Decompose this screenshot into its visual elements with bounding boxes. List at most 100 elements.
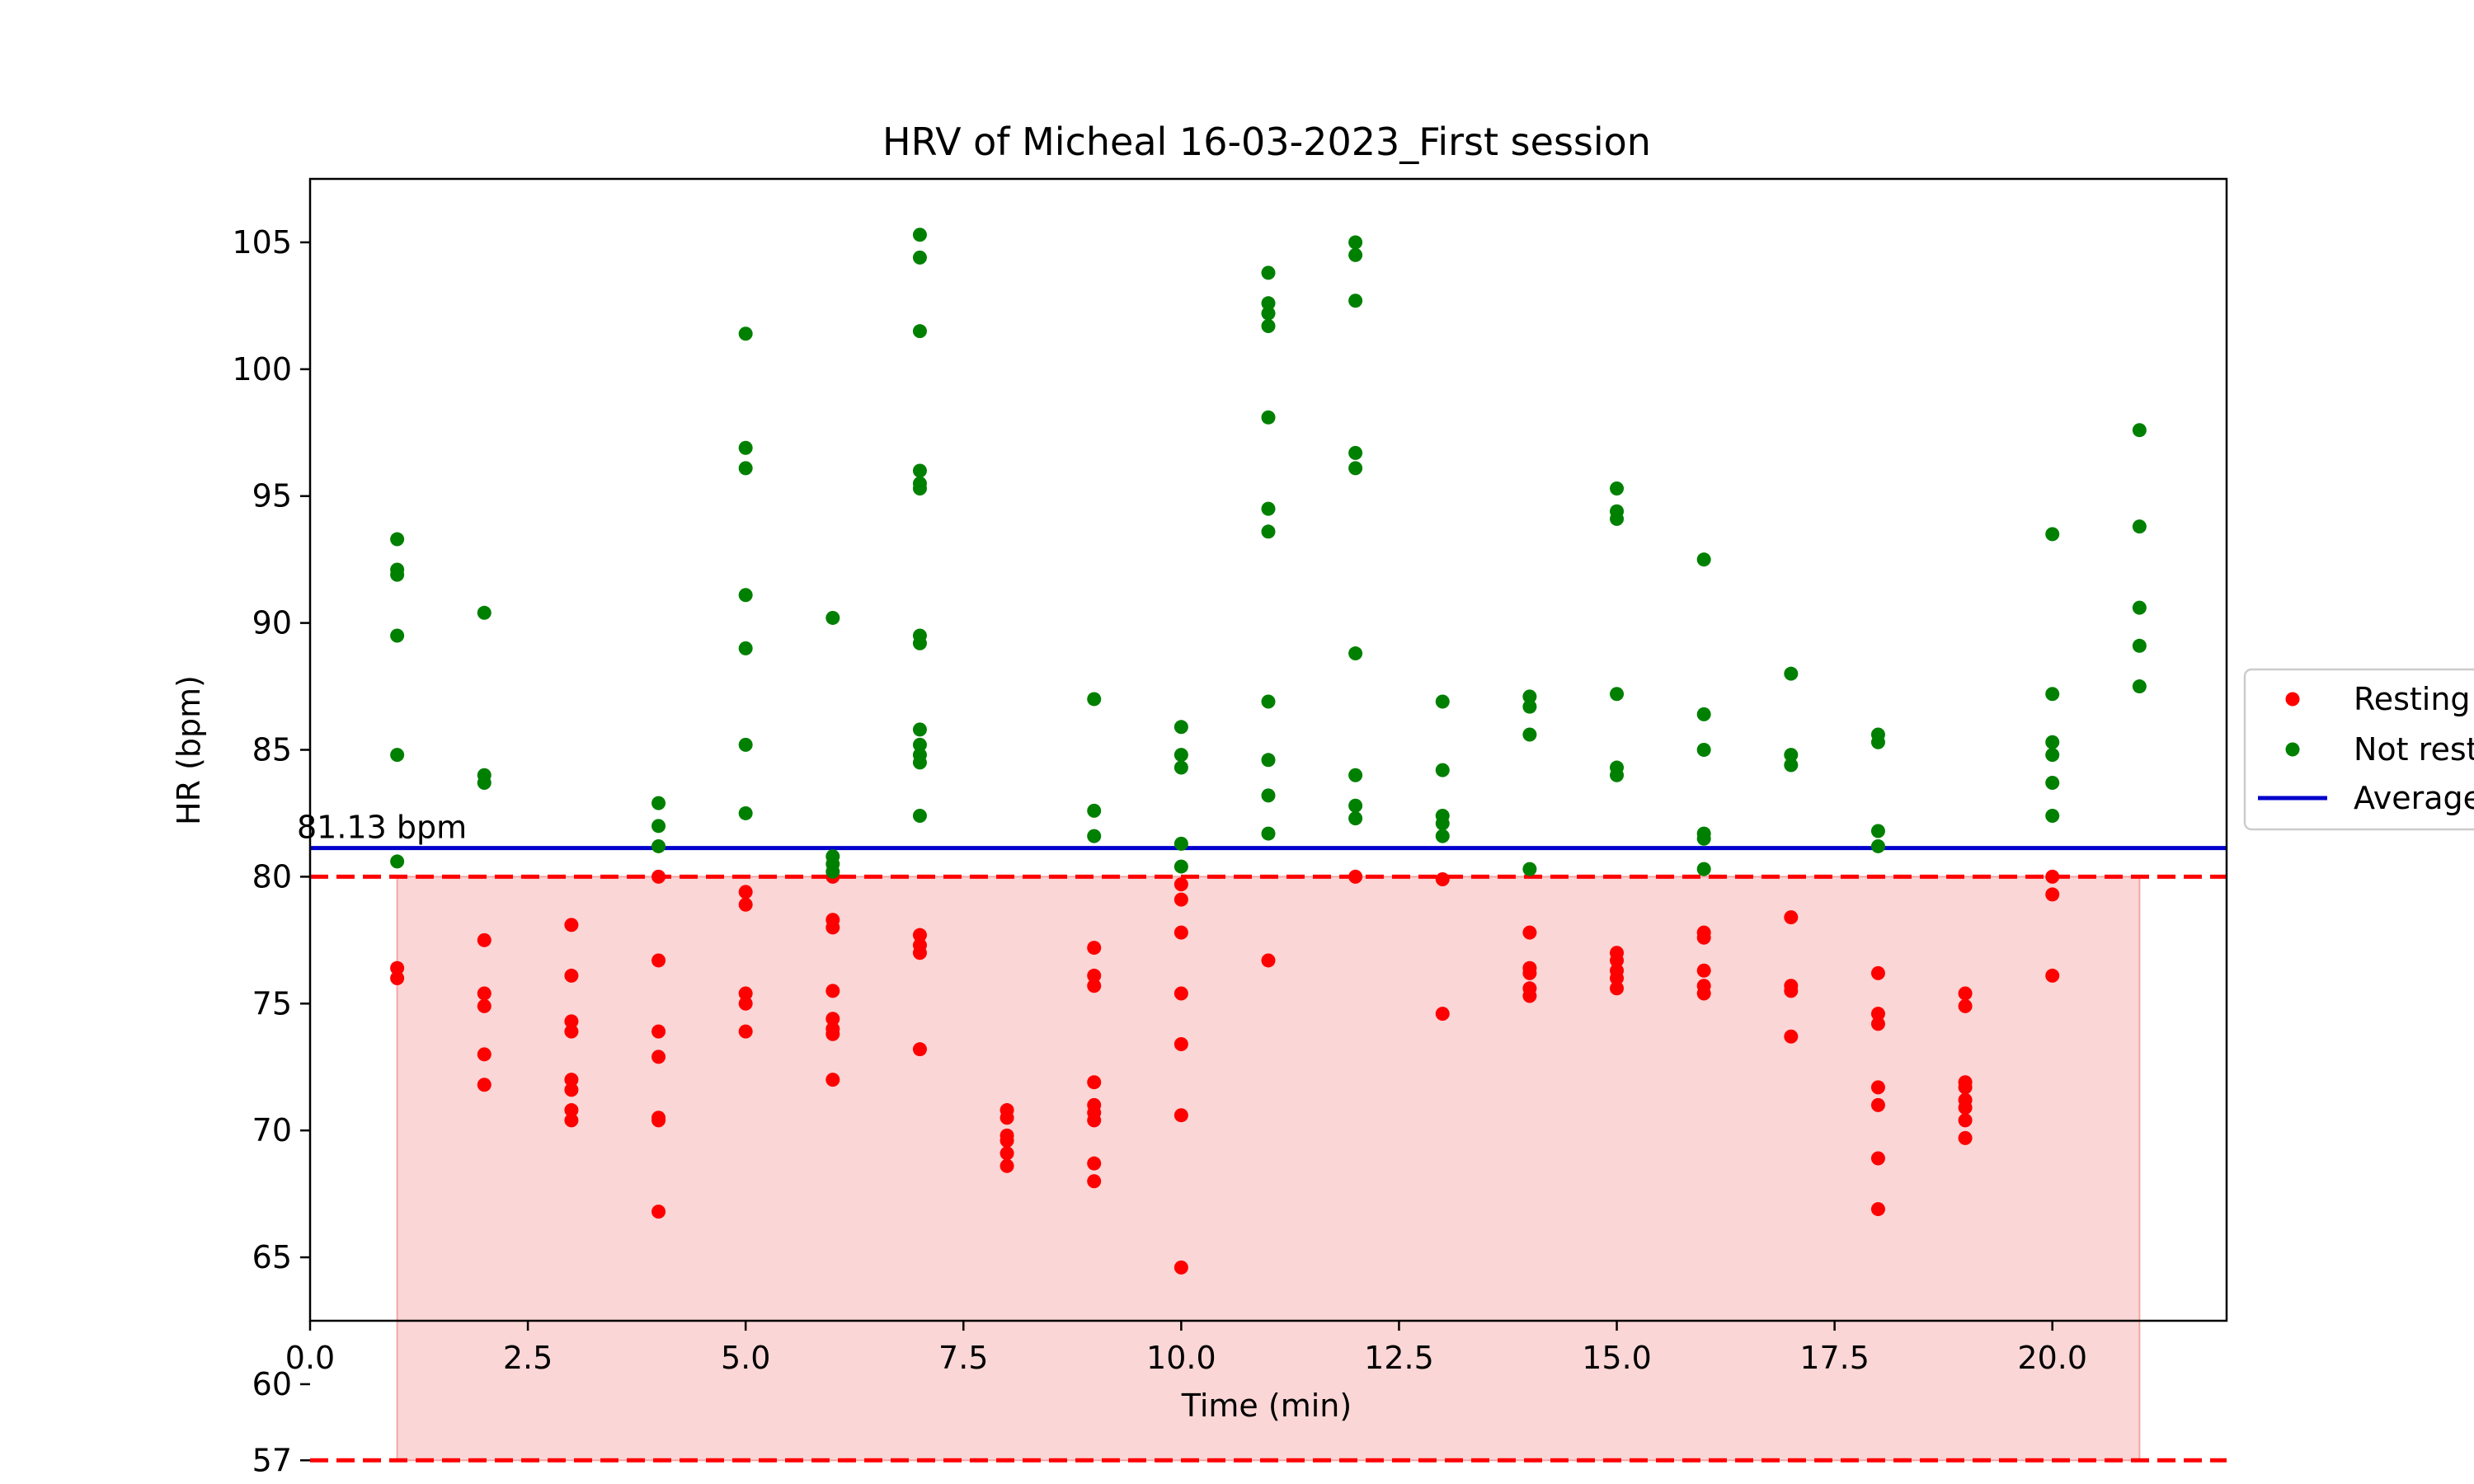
resting-point bbox=[1174, 1108, 1188, 1123]
not-resting-point bbox=[2132, 519, 2147, 534]
resting-point bbox=[1784, 984, 1799, 998]
resting-point bbox=[1087, 1174, 1102, 1189]
resting-point bbox=[1522, 925, 1537, 940]
y-tick-label: 70 bbox=[252, 1112, 292, 1148]
resting-point bbox=[825, 1073, 840, 1087]
not-resting-point bbox=[1174, 760, 1188, 775]
resting-point bbox=[912, 946, 927, 960]
not-resting-point bbox=[1174, 720, 1188, 735]
not-resting-point bbox=[1696, 862, 1711, 876]
not-resting-point bbox=[1174, 836, 1188, 851]
resting-point bbox=[1696, 930, 1711, 945]
not-resting-point bbox=[1522, 689, 1537, 704]
not-resting-point bbox=[1870, 838, 1885, 853]
not-resting-point bbox=[390, 628, 405, 643]
not-resting-point bbox=[1870, 735, 1885, 749]
not-resting-point bbox=[1610, 481, 1625, 495]
not-resting-point bbox=[1610, 768, 1625, 782]
chart-title: HRV of Micheal 16-03-2023_First session bbox=[882, 120, 1651, 164]
not-resting-point bbox=[738, 326, 753, 341]
not-resting-point bbox=[2045, 748, 2060, 763]
not-resting-point bbox=[1174, 748, 1188, 763]
resting-point bbox=[651, 1050, 666, 1064]
not-resting-point bbox=[738, 805, 753, 820]
legend-marker-resting bbox=[2285, 692, 2300, 707]
not-resting-point bbox=[651, 819, 666, 834]
resting-point bbox=[1870, 1017, 1885, 1031]
not-resting-point bbox=[1696, 831, 1711, 846]
legend-label: Not resting bbox=[2354, 731, 2474, 768]
resting-point bbox=[1435, 1007, 1450, 1021]
resting-point bbox=[1784, 1029, 1799, 1044]
resting-point bbox=[1087, 1075, 1102, 1090]
plot-area: 81.13 bpm bbox=[297, 228, 2227, 1463]
not-resting-point bbox=[912, 481, 927, 495]
resting-point bbox=[738, 996, 753, 1011]
not-resting-point bbox=[738, 641, 753, 655]
resting-point bbox=[477, 932, 492, 947]
resting-point bbox=[1174, 1260, 1188, 1275]
not-resting-point bbox=[1784, 758, 1799, 773]
not-resting-point bbox=[1348, 461, 1363, 476]
not-resting-point bbox=[738, 737, 753, 752]
y-tick-label: 85 bbox=[252, 732, 292, 768]
not-resting-point bbox=[2045, 776, 2060, 791]
not-resting-point bbox=[1348, 768, 1363, 782]
resting-point bbox=[1174, 877, 1188, 892]
x-tick-label: 15.0 bbox=[1582, 1340, 1652, 1376]
not-resting-point bbox=[1522, 862, 1537, 876]
x-tick-label: 0.0 bbox=[285, 1340, 335, 1376]
not-resting-point bbox=[1435, 763, 1450, 777]
not-resting-point bbox=[477, 605, 492, 620]
resting-point bbox=[825, 1026, 840, 1041]
x-tick-label: 5.0 bbox=[721, 1340, 770, 1376]
resting-point bbox=[1958, 986, 1973, 1001]
not-resting-point bbox=[390, 748, 405, 763]
resting-point bbox=[1696, 986, 1711, 1001]
not-resting-point bbox=[1696, 552, 1711, 567]
resting-point bbox=[477, 998, 492, 1013]
resting-point bbox=[1174, 892, 1188, 907]
not-resting-point bbox=[912, 228, 927, 242]
x-tick-label: 10.0 bbox=[1146, 1340, 1216, 1376]
not-resting-point bbox=[1261, 788, 1276, 803]
not-resting-point bbox=[2045, 735, 2060, 749]
y-tick-label: 105 bbox=[232, 224, 292, 261]
x-tick-label: 12.5 bbox=[1364, 1340, 1434, 1376]
not-resting-point bbox=[912, 636, 927, 650]
y-tick-label: 60 bbox=[252, 1366, 292, 1402]
not-resting-point bbox=[912, 809, 927, 824]
legend-label: Resting bbox=[2354, 681, 2471, 717]
not-resting-point bbox=[912, 324, 927, 339]
resting-point bbox=[825, 920, 840, 935]
resting-point bbox=[1522, 965, 1537, 980]
not-resting-point bbox=[1348, 811, 1363, 826]
y-tick-label: 80 bbox=[252, 858, 292, 895]
resting-point bbox=[1087, 1156, 1102, 1171]
not-resting-point bbox=[1261, 296, 1276, 311]
not-resting-point bbox=[825, 610, 840, 625]
resting-point bbox=[564, 1073, 579, 1087]
not-resting-point bbox=[738, 588, 753, 603]
y-tick-label: 65 bbox=[252, 1239, 292, 1275]
resting-point bbox=[651, 1205, 666, 1219]
y-tick-label: 75 bbox=[252, 985, 292, 1021]
resting-point bbox=[651, 1024, 666, 1039]
not-resting-point bbox=[1696, 707, 1711, 721]
not-resting-point bbox=[825, 864, 840, 879]
resting-point bbox=[390, 960, 405, 975]
resting-point bbox=[1087, 968, 1102, 983]
not-resting-point bbox=[1261, 753, 1276, 768]
resting-point bbox=[825, 1012, 840, 1026]
not-resting-point bbox=[1348, 646, 1363, 661]
legend-marker-not-resting bbox=[2285, 742, 2300, 757]
legend: Resting Not resting Average bbox=[2243, 668, 2474, 831]
resting-point bbox=[1087, 979, 1102, 993]
not-resting-point bbox=[2132, 600, 2147, 615]
not-resting-point bbox=[2132, 638, 2147, 653]
resting-point bbox=[1435, 871, 1450, 886]
not-resting-point bbox=[912, 755, 927, 770]
not-resting-point bbox=[1784, 748, 1799, 763]
resting-point bbox=[1348, 869, 1363, 884]
not-resting-point bbox=[1261, 694, 1276, 709]
